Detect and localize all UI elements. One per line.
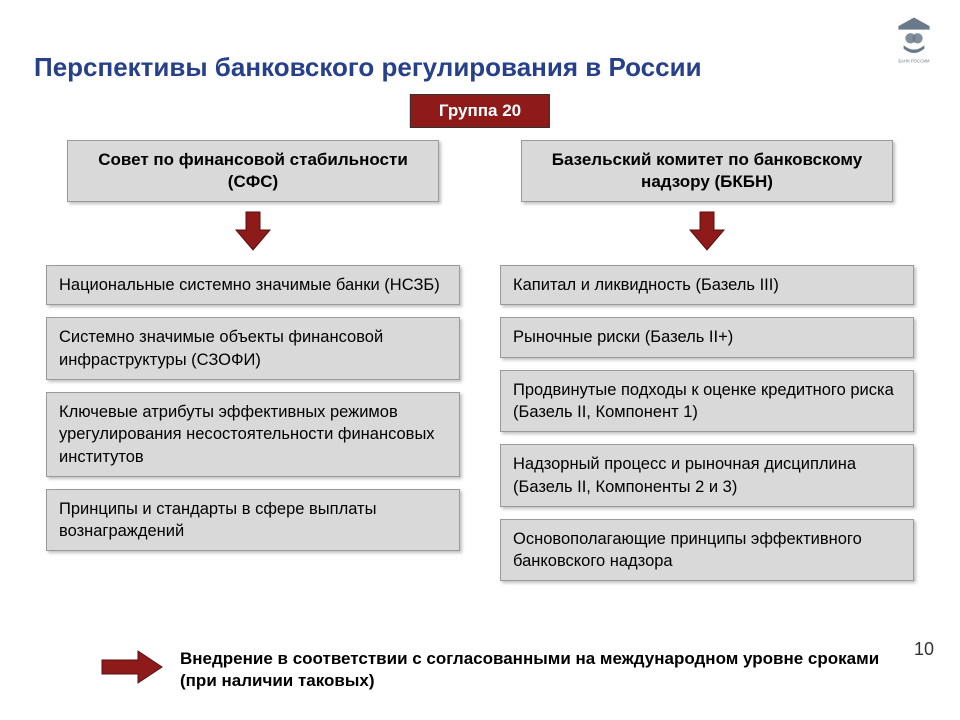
bottom-note-row: Внедрение в соответствии с согласованным… <box>100 648 900 692</box>
logo-bank-russia: БАНК РОССИИ <box>888 14 940 66</box>
left-heading: Совет по финансовой стабильности (СФС) <box>67 140 440 202</box>
arrow-down-icon <box>686 210 728 257</box>
top-badge: Группа 20 <box>410 94 550 128</box>
left-item: Ключевые атрибуты эффективных режимов ур… <box>46 392 460 477</box>
right-item: Основополагающие принципы эффективного б… <box>500 519 914 582</box>
columns-container: Совет по финансовой стабильности (СФС) Н… <box>46 140 914 593</box>
arrow-right-icon <box>100 649 164 690</box>
right-item: Капитал и ликвидность (Базель III) <box>500 265 914 305</box>
bottom-note: Внедрение в соответствии с согласованным… <box>180 648 900 692</box>
page-title: Перспективы банковского регулирования в … <box>34 52 702 83</box>
left-item: Системно значимые объекты финансовой инф… <box>46 317 460 380</box>
right-item: Надзорный процесс и рыночная дисциплина … <box>500 444 914 507</box>
page-number: 10 <box>914 639 934 660</box>
left-item: Принципы и стандарты в сфере выплаты воз… <box>46 489 460 552</box>
left-item: Национальные системно значимые банки (НС… <box>46 265 460 305</box>
right-heading: Базельский комитет по банковскому надзор… <box>521 140 894 202</box>
svg-text:БАНК РОССИИ: БАНК РОССИИ <box>898 59 929 64</box>
right-item: Продвинутые подходы к оценке кредитного … <box>500 370 914 433</box>
left-column: Совет по финансовой стабильности (СФС) Н… <box>46 140 460 593</box>
arrow-down-icon <box>232 210 274 257</box>
right-item: Рыночные риски (Базель II+) <box>500 317 914 357</box>
right-column: Базельский комитет по банковскому надзор… <box>500 140 914 593</box>
